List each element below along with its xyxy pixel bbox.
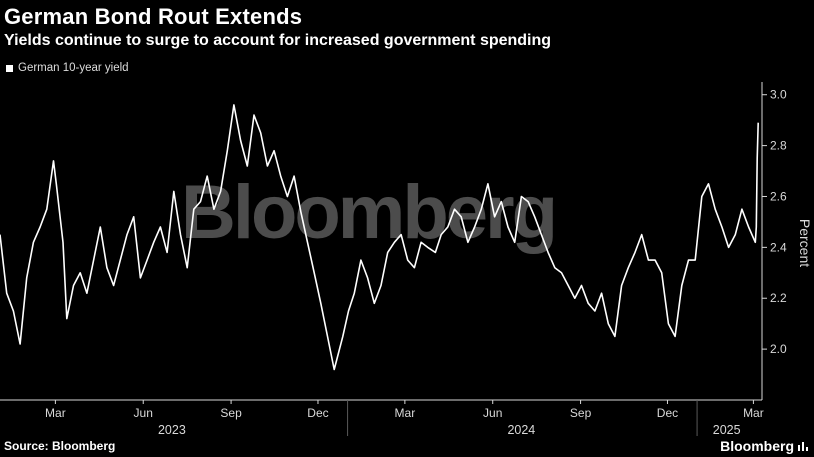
chart-subtitle: Yields continue to surge to account for … <box>4 32 552 49</box>
series-line <box>0 104 759 371</box>
y-tick-label: 2.0 <box>770 342 787 356</box>
x-year-label: 2024 <box>507 423 535 437</box>
bar-chart-icon <box>798 442 808 451</box>
x-tick-label: Sep <box>220 406 242 420</box>
x-tick-label: Dec <box>657 406 678 420</box>
y-tick-label: 2.6 <box>770 189 787 203</box>
brand-logo: Bloomberg <box>720 438 808 454</box>
bloomberg-watermark: Bloomberg <box>181 170 555 255</box>
x-tick-label: Mar <box>395 406 416 420</box>
y-tick-label: 2.8 <box>770 139 787 153</box>
legend: German 10-year yield <box>6 62 129 74</box>
x-tick-label: Jun <box>483 406 502 420</box>
x-year-label: 2023 <box>158 423 186 437</box>
y-axis-label: Percent <box>797 219 813 267</box>
y-tick-label: 2.2 <box>770 291 787 305</box>
y-tick-label: 2.4 <box>770 240 787 254</box>
x-tick-label: Jun <box>134 406 153 420</box>
x-tick-label: Mar <box>743 406 764 420</box>
legend-swatch <box>6 64 13 72</box>
x-tick-label: Dec <box>307 406 328 420</box>
x-tick-label: Mar <box>45 406 66 420</box>
x-year-label: 2025 <box>713 423 741 437</box>
x-axis: Mar Jun Sep Dec Mar Jun Sep Dec Mar 2023 2024 2025 <box>0 399 764 437</box>
brand-label: Bloomberg <box>720 438 794 454</box>
y-axis: 2.0 2.2 2.4 2.6 2.8 3.0 <box>761 82 787 400</box>
legend-label: German 10-year yield <box>18 62 129 74</box>
x-tick-label: Sep <box>570 406 592 420</box>
series-group <box>0 104 759 371</box>
source-note: Source: Bloomberg <box>4 439 116 453</box>
chart-title: German Bond Rout Extends <box>4 4 303 29</box>
y-tick-label: 3.0 <box>770 88 787 102</box>
